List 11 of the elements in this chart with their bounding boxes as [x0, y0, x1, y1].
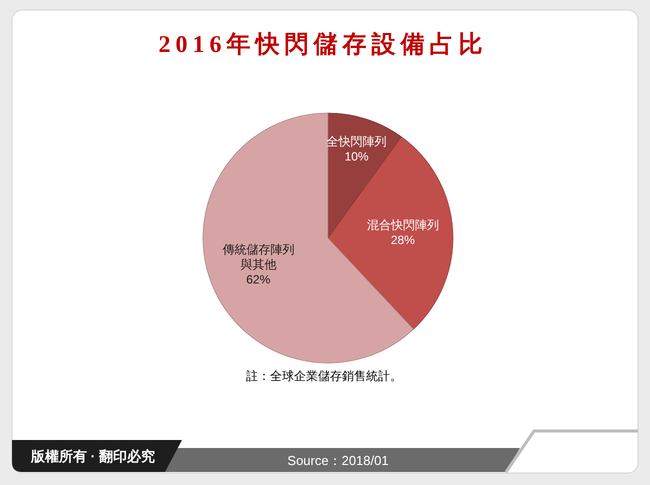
slice-label: 傳統儲存陣列與其他 [221, 242, 294, 272]
slice-label: 混合快閃陣列 [366, 218, 439, 232]
data-label: 10% [344, 150, 369, 164]
chart-title: 2016年快閃儲存設備占比 [158, 31, 488, 58]
text: 註：全球企業儲存銷售統計。 [246, 369, 402, 383]
pie-slice [202, 112, 414, 364]
source-note: Source：2018/01 [287, 453, 389, 468]
text: 版權所有 · 翻印必究 [30, 448, 156, 464]
data-label: 28% [390, 232, 416, 247]
slice-label: 全快閃陣列 [326, 134, 387, 149]
data-label: 62% [246, 272, 271, 287]
